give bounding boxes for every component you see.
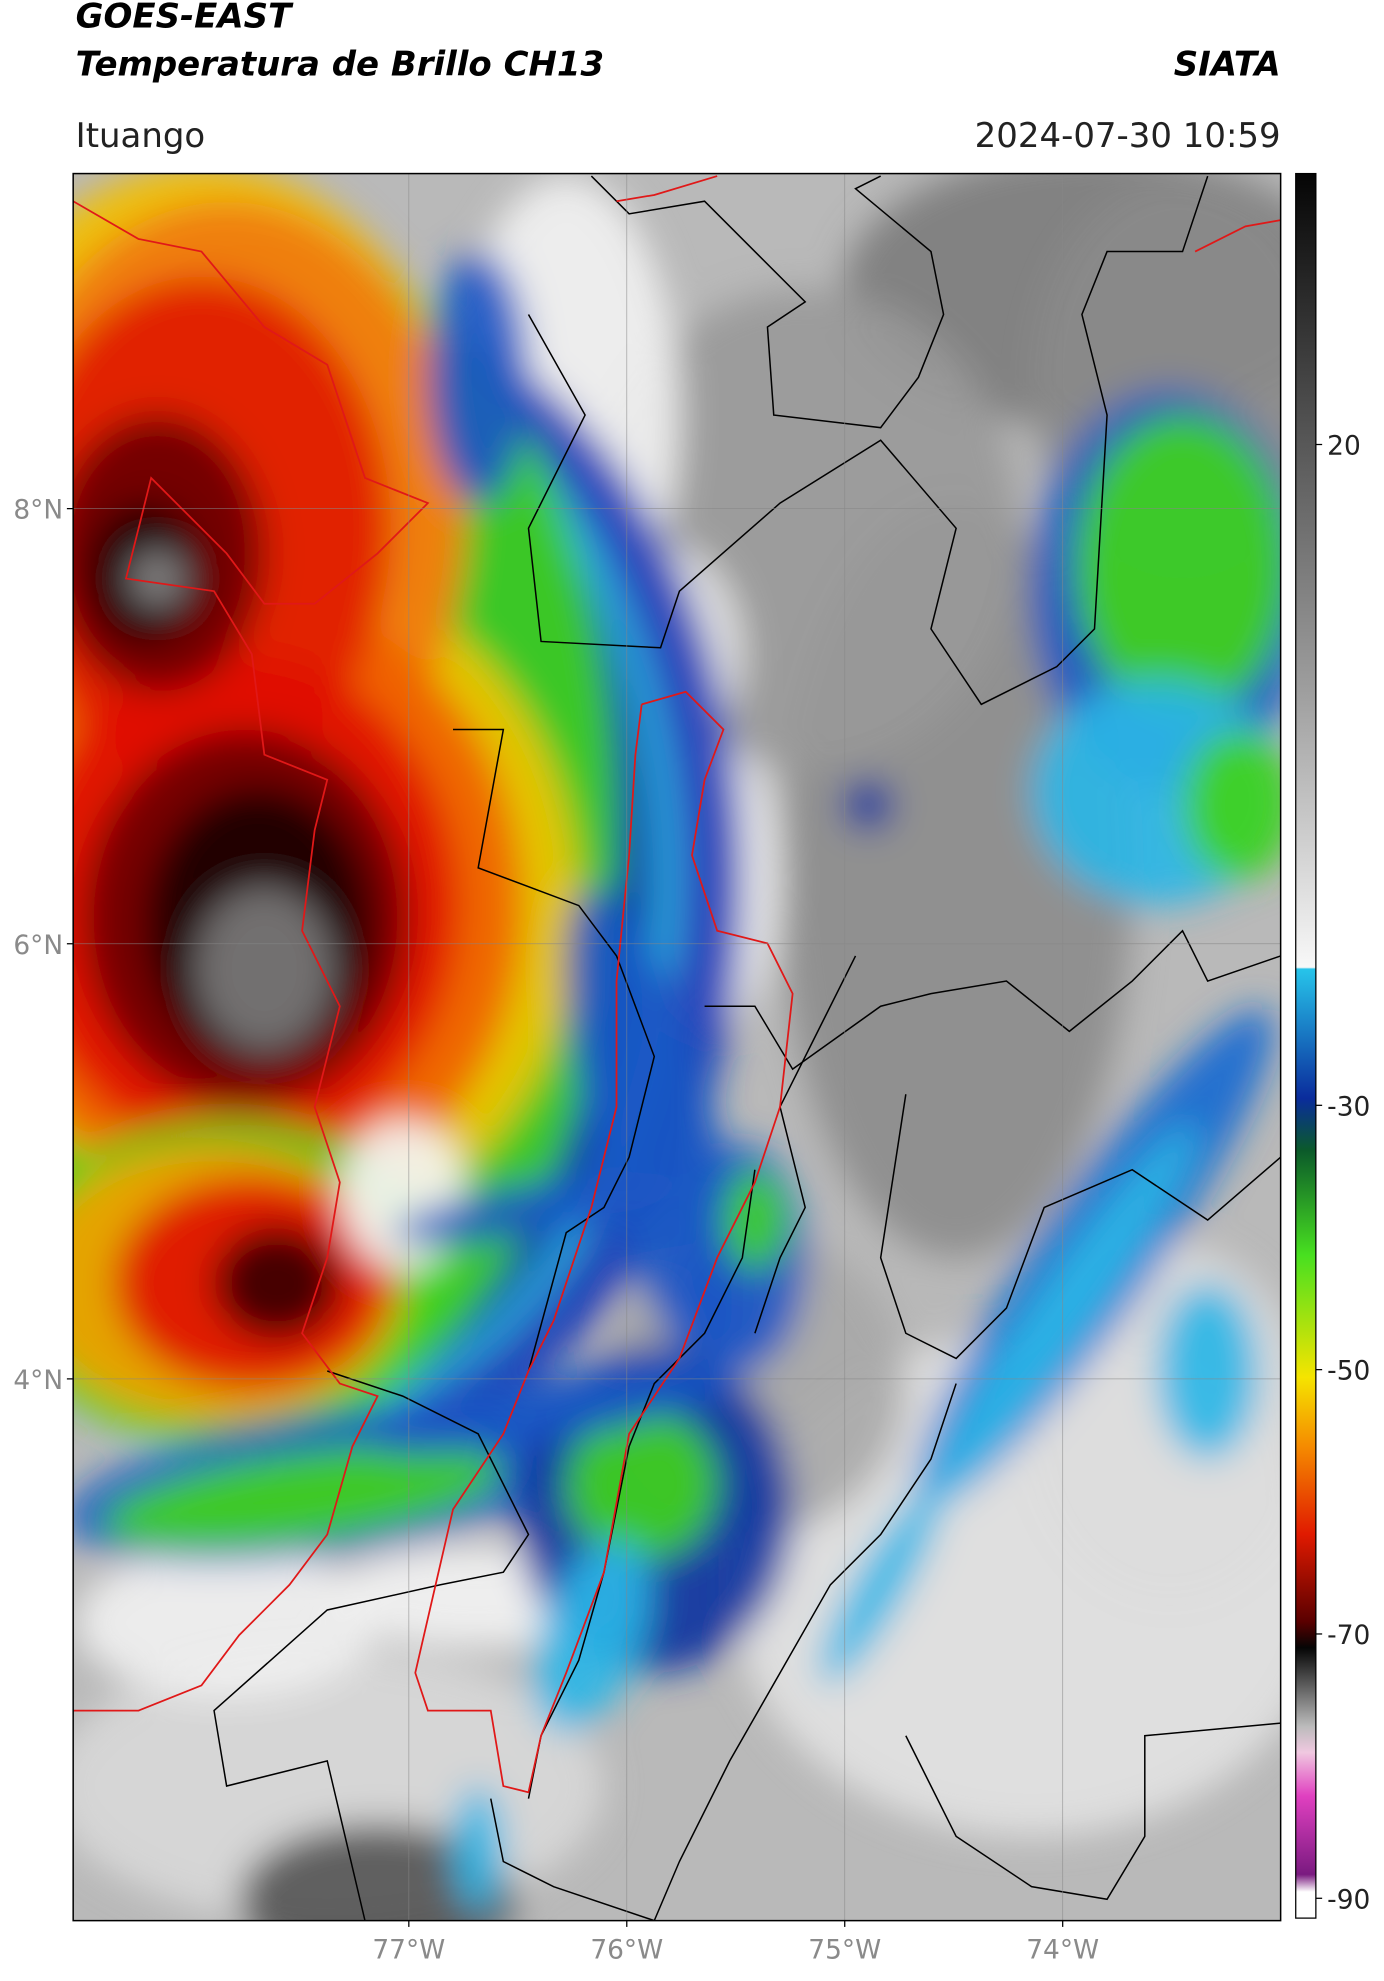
cloud <box>917 1124 1197 1518</box>
x-tick-label: 74°W <box>1026 1934 1099 1965</box>
cloud <box>723 1169 787 1271</box>
border <box>527 1169 756 1799</box>
x-tick-label: 75°W <box>808 1934 881 1965</box>
cloud <box>339 1119 466 1271</box>
cloud <box>453 1786 504 1912</box>
subtitle: Temperatura de Brillo CH13 <box>76 44 604 84</box>
map-area <box>73 173 1281 1921</box>
cloud <box>842 779 894 831</box>
colorbar <box>1295 172 1317 1919</box>
cloud <box>566 1408 718 1560</box>
cloud <box>1182 729 1281 881</box>
border <box>653 1383 957 1921</box>
border <box>905 1722 1281 1901</box>
colorbar-tick-label: -50 <box>1327 1356 1370 1387</box>
map-frame <box>72 172 1282 1922</box>
border <box>879 1094 1281 1360</box>
cloud <box>239 1823 516 1921</box>
x-tick-label: 76°W <box>590 1934 663 1965</box>
border <box>527 175 1209 706</box>
border-venezuela <box>1194 219 1281 253</box>
cloud <box>195 886 334 1051</box>
cloud <box>75 1547 378 1698</box>
graticule <box>73 173 1281 1921</box>
cloud <box>102 1444 502 1549</box>
border <box>754 955 857 1334</box>
y-tick-label: 4°N <box>13 1365 63 1396</box>
colorbar-tick-label: 20 <box>1327 431 1361 462</box>
cloud <box>367 1363 740 1454</box>
boundaries-red <box>73 175 1281 1794</box>
location: Ituango <box>76 116 206 156</box>
timestamp: 2024-07-30 10:59 <box>975 116 1281 156</box>
cloud <box>392 1171 690 1244</box>
cloud <box>129 550 186 607</box>
border <box>453 728 656 1372</box>
x-tick-label: 77°W <box>372 1934 445 1965</box>
y-tick-label: 8°N <box>13 495 63 526</box>
cloud <box>214 1226 340 1340</box>
y-tick-label: 6°N <box>13 930 63 961</box>
border <box>704 929 1281 1071</box>
colorbar-tick-label: -30 <box>1327 1091 1370 1122</box>
cloud <box>1075 415 1281 717</box>
colorbar-tick-label: -90 <box>1327 1884 1370 1915</box>
border-panama <box>616 175 718 203</box>
title: GOES-EAST <box>76 0 294 37</box>
coastline <box>73 200 430 1712</box>
border <box>590 175 945 429</box>
colorbar-tick-label: -70 <box>1327 1620 1370 1651</box>
colorbar-ticks: 20 -30 -50 -70 -90 <box>1315 431 1370 1915</box>
cloud-field <box>73 173 1281 1921</box>
border <box>213 1370 530 1921</box>
borders <box>213 175 1281 1921</box>
agency: SIATA <box>1174 44 1281 84</box>
cloud <box>1157 1282 1258 1460</box>
border <box>490 1798 655 1921</box>
cloud <box>427 251 529 504</box>
basin-outline <box>414 690 794 1794</box>
cloud <box>820 1485 942 1684</box>
